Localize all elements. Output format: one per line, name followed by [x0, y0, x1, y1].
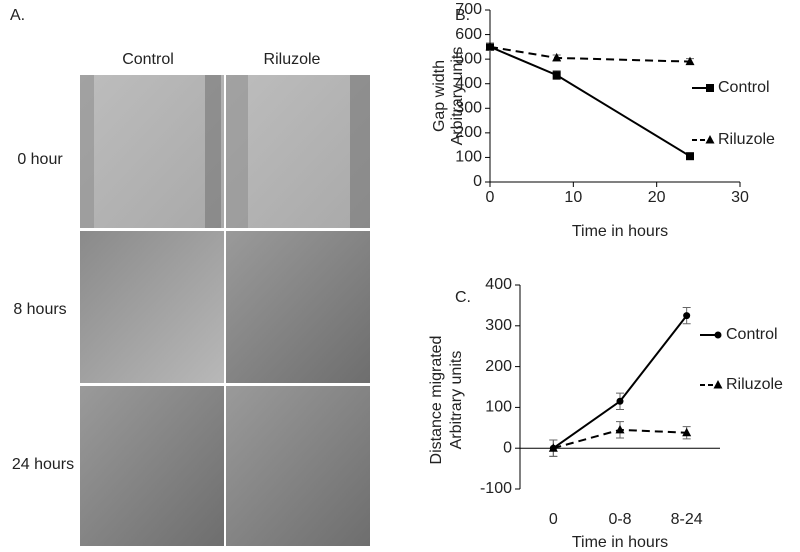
- row-label: 24 hours: [12, 456, 74, 473]
- image-edge: [80, 75, 94, 228]
- legend-label: Riluzole: [726, 376, 783, 393]
- y-tick-label: 0: [473, 173, 482, 190]
- x-tick-label: 20: [648, 189, 666, 206]
- marker: [485, 41, 495, 51]
- marker: [682, 427, 692, 437]
- x-tick-label: 8-24: [671, 511, 703, 528]
- y-tick-label: 200: [485, 358, 512, 375]
- marker: [686, 152, 694, 161]
- y-tick-label: 500: [455, 50, 482, 67]
- y-axis-label: Arbitrary units: [449, 47, 466, 146]
- y-tick-label: 600: [455, 26, 482, 43]
- column-label: Riluzole: [264, 51, 321, 68]
- marker: [615, 424, 625, 434]
- x-tick-label: 0: [486, 189, 495, 206]
- row-label: 0 hour: [17, 151, 63, 168]
- x-axis-label: Time in hours: [572, 534, 668, 551]
- y-axis-label: Gap width: [431, 60, 448, 132]
- y-tick-label: 300: [455, 100, 482, 117]
- image-edge: [226, 75, 248, 228]
- x-axis-label: Time in hours: [572, 223, 668, 240]
- legend-marker: [706, 84, 714, 92]
- marker: [552, 52, 562, 62]
- y-tick-label: 300: [485, 317, 512, 334]
- legend-marker: [714, 331, 722, 339]
- panel-label: A.: [10, 7, 25, 24]
- legend-label: Control: [718, 79, 770, 96]
- y-tick-label: 0: [503, 439, 512, 456]
- y-axis-label: Distance migrated: [428, 336, 445, 465]
- image-edge: [205, 75, 221, 228]
- image: [80, 231, 224, 383]
- y-tick-label: 100: [485, 399, 512, 416]
- marker: [548, 443, 558, 452]
- panel-label: C.: [455, 289, 471, 306]
- x-tick-label: 0-8: [608, 511, 631, 528]
- y-tick-label: 700: [455, 1, 482, 18]
- y-tick-label: 100: [455, 149, 482, 166]
- y-tick-label: 400: [455, 75, 482, 92]
- y-axis-label: Arbitrary units: [448, 351, 465, 450]
- marker: [552, 71, 561, 80]
- x-tick-label: 30: [731, 189, 749, 206]
- marker: [685, 56, 695, 66]
- marker: [683, 312, 691, 320]
- image-edge: [350, 75, 370, 228]
- panel-label: B.: [455, 7, 470, 24]
- legend-label: Control: [726, 326, 778, 343]
- marker: [616, 397, 624, 405]
- x-tick-label: 0: [549, 511, 558, 528]
- row-label: 8 hours: [13, 301, 66, 318]
- legend-label: Riluzole: [718, 131, 775, 148]
- image: [80, 386, 224, 546]
- image: [80, 75, 224, 228]
- column-label: Control: [122, 51, 174, 68]
- image: [226, 386, 370, 546]
- legend-marker: [705, 135, 715, 144]
- y-tick-label: 400: [485, 276, 512, 293]
- x-tick-label: 10: [564, 189, 582, 206]
- image: [226, 75, 370, 228]
- y-tick-label: -100: [480, 480, 512, 497]
- y-tick-label: 200: [455, 124, 482, 141]
- image: [226, 231, 370, 383]
- micrographs: [80, 75, 370, 546]
- series-line: [489, 45, 691, 158]
- legend-marker: [713, 380, 723, 389]
